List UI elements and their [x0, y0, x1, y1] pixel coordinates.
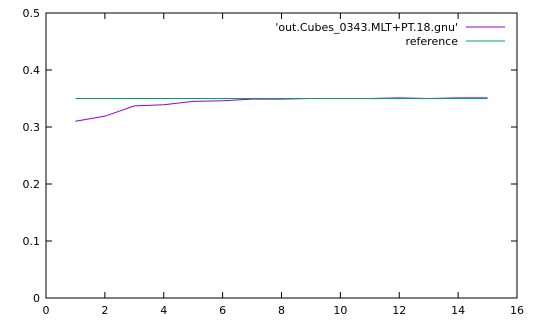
y-tick-label: 0.1	[23, 235, 41, 248]
y-tick-label: 0.3	[23, 121, 41, 134]
x-tick-label: 0	[43, 304, 50, 317]
legend: 'out.Cubes_0343.MLT+PT.18.gnu'reference	[275, 21, 505, 48]
legend-label-1: reference	[405, 35, 458, 48]
y-tick-label: 0.5	[23, 7, 41, 20]
x-tick-label: 12	[392, 304, 406, 317]
axis-ticks	[45, 12, 518, 299]
x-tick-label: 2	[101, 304, 108, 317]
y-tick-labels: 0 0.1 0.2 0.3 0.4 0.5	[23, 7, 41, 305]
series-lines	[75, 97, 488, 122]
x-tick-label: 16	[510, 304, 524, 317]
legend-label-0: 'out.Cubes_0343.MLT+PT.18.gnu'	[275, 21, 458, 34]
series-line-0	[75, 97, 488, 122]
x-tick-labels: 0 2 4 6 8 10 12 14 16	[43, 304, 525, 317]
x-tick-label: 6	[219, 304, 226, 317]
plot-frame	[45, 12, 518, 299]
y-tick-label: 0.2	[23, 178, 41, 191]
x-tick-label: 4	[160, 304, 167, 317]
y-tick-label: 0	[33, 292, 40, 305]
x-tick-label: 14	[451, 304, 465, 317]
y-tick-label: 0.4	[23, 64, 41, 77]
x-tick-label: 10	[333, 304, 347, 317]
x-tick-label: 8	[278, 304, 285, 317]
